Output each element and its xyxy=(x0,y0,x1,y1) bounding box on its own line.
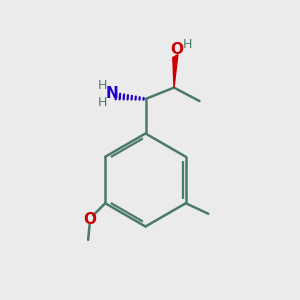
Text: H: H xyxy=(98,96,107,109)
Text: N: N xyxy=(105,86,118,101)
Text: H: H xyxy=(98,79,107,92)
Text: O: O xyxy=(170,42,184,57)
Text: H: H xyxy=(183,38,193,51)
Polygon shape xyxy=(173,55,178,88)
Text: O: O xyxy=(83,212,96,227)
